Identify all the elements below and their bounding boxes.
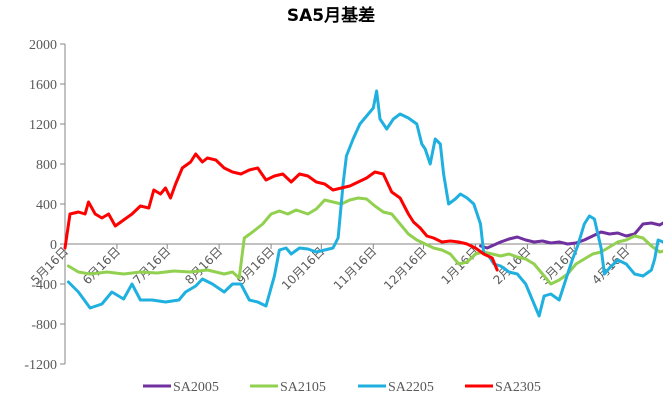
x-tick-label: 12月16日 [381, 244, 429, 292]
x-tick-label: 11月16日 [331, 244, 379, 292]
series-line-sa2105 [66, 196, 663, 286]
legend-label: SA2305 [495, 380, 541, 395]
axes [64, 44, 660, 364]
legend: SA2005 SA2105 SA2205 SA2305 [143, 380, 541, 395]
y-tick-label: 2000 [29, 38, 57, 53]
series-line-sa2005 [479, 221, 663, 250]
legend-label: SA2205 [388, 380, 434, 395]
y-tick-label: 1200 [29, 118, 57, 133]
chart-title: SA5月基差 [287, 5, 375, 26]
y-tick-label: -800 [31, 318, 57, 333]
series-line-sa2205 [66, 89, 663, 318]
y-tick-label: 800 [36, 158, 57, 173]
y-tick-label: -400 [31, 278, 57, 293]
legend-label: SA2005 [173, 380, 219, 395]
series-line-sa2305 [63, 152, 499, 272]
y-tick-label: 1600 [29, 78, 57, 93]
series-lines [63, 89, 663, 318]
y-tick-label: 400 [36, 198, 57, 213]
y-tick-label: -1200 [24, 358, 57, 373]
x-tick-label: 7月16日 [130, 244, 173, 287]
x-tick-label: 6月16日 [80, 244, 123, 287]
y-tick-label: 0 [50, 238, 57, 253]
y-axis-ticks: 2000 1600 1200 800 400 0 -400 -800 -1200 [24, 38, 65, 373]
x-axis-ticks: 5月16日 6月16日 7月16日 8月16日 9月16日 10月16日 11月16日 12月… [28, 244, 632, 293]
legend-label: SA2105 [280, 380, 326, 395]
